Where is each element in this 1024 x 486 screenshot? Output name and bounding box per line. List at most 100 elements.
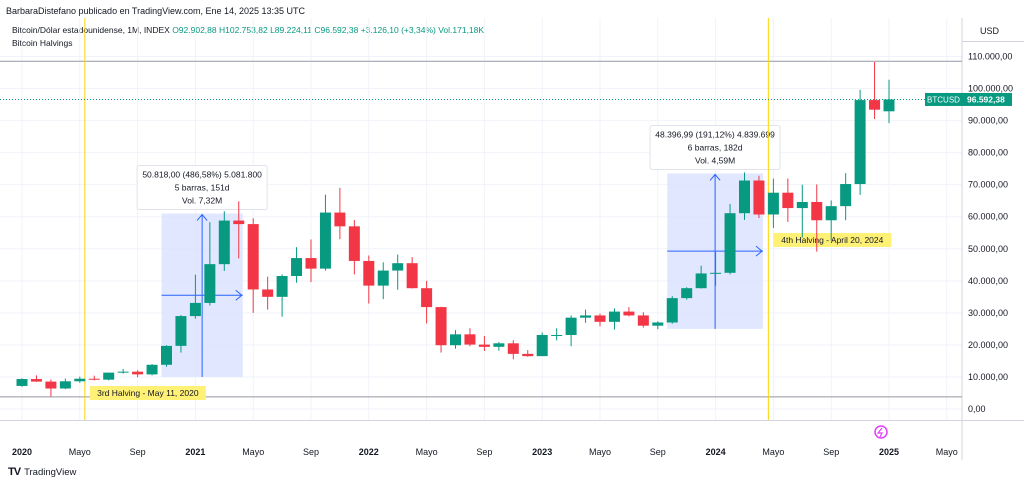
currency-label: USD — [980, 26, 1000, 36]
time-tick-label: Mayo — [936, 447, 958, 457]
halving-label-bg — [89, 386, 206, 400]
price-tag-value: 96.592,38 — [967, 94, 1005, 104]
candle-body — [45, 381, 57, 389]
price-tick-label: 110.000,00 — [968, 52, 1012, 62]
time-tick-label: Mayo — [69, 447, 91, 457]
measure-info-box — [136, 165, 268, 211]
candle-body — [854, 100, 866, 185]
candle-body — [637, 315, 649, 326]
measure-info-box — [649, 124, 781, 170]
ohlc-volume: Vol.171,18K — [438, 25, 485, 35]
candle-body — [753, 180, 765, 215]
candle-body — [319, 212, 331, 269]
candle-body — [811, 201, 823, 221]
price-tick-label: 40.000,00 — [968, 276, 1008, 286]
time-tick-label: Sep — [650, 447, 666, 457]
candle-body — [681, 288, 693, 299]
time-tick-label: Sep — [130, 447, 146, 457]
event-marker-icon — [874, 425, 888, 439]
measure-info-volume: Vol. 7,32M — [182, 196, 222, 206]
candle-body — [146, 364, 158, 375]
candle-body — [739, 180, 750, 214]
candle-body — [724, 213, 736, 273]
measure-info-bars: 6 barras, 182d — [688, 142, 743, 152]
price-tick-label: 30.000,00 — [968, 308, 1008, 318]
candle-body — [796, 201, 808, 209]
candle-body — [262, 289, 274, 297]
candle-body — [74, 378, 86, 382]
candle-body — [695, 273, 707, 289]
candle-body — [117, 371, 129, 373]
time-tick-label: Mayo — [589, 447, 611, 457]
measure-arrow-up-icon — [709, 173, 721, 181]
candle-body — [348, 226, 360, 261]
measure-info-change: 50.818,00 (486,58%) 5.081.800 — [142, 170, 262, 180]
time-tick-label: Sep — [476, 447, 492, 457]
price-tick-label: 90.000,00 — [968, 116, 1008, 126]
halving-label-bg — [773, 233, 892, 247]
candle-body — [536, 334, 548, 357]
candle-body — [59, 381, 71, 389]
candle-body — [204, 264, 216, 303]
candle-body — [218, 220, 230, 265]
symbol-legend[interactable]: Bitcoin/Dólar estadounidense, 1M, INDEX … — [12, 25, 484, 35]
candle-body — [16, 379, 28, 386]
candle-body — [767, 192, 779, 215]
time-tick-label: Mayo — [762, 447, 784, 457]
brand-name: TradingView — [24, 466, 77, 478]
measure-arrow-right-icon — [755, 245, 763, 257]
candle-body — [247, 224, 259, 290]
time-tick-label: 2022 — [359, 447, 379, 457]
candle-body — [522, 353, 534, 357]
indicator-legend[interactable]: Bitcoin Halvings — [12, 38, 73, 48]
time-tick-label: 2024 — [706, 447, 726, 457]
price-tick-label: 0,00 — [968, 404, 986, 414]
candle-body — [291, 258, 303, 277]
ohlc-low: L89.224,11 — [270, 25, 312, 35]
candle-body — [565, 317, 577, 335]
price-tick-label: 50.000,00 — [968, 244, 1008, 254]
candle-body — [551, 334, 563, 336]
candle-body — [666, 298, 678, 323]
time-tick-label: 2021 — [185, 447, 205, 457]
candle-body — [305, 258, 317, 269]
candle-body — [608, 311, 620, 322]
candle-body — [189, 302, 201, 317]
candle-body — [392, 263, 404, 271]
candle-body — [377, 270, 389, 286]
footer-brand[interactable]: TV TradingView — [8, 466, 76, 478]
candle-body — [103, 372, 115, 380]
candle-body — [580, 315, 592, 318]
halving-label: 4th Halving - April 20, 2024 — [781, 235, 883, 245]
time-tick-label: Mayo — [416, 447, 438, 457]
candle-body — [652, 322, 664, 326]
price-tick-label: 80.000,00 — [968, 148, 1008, 158]
candle-body — [825, 206, 837, 221]
candle-body — [132, 371, 144, 375]
time-tick-label: 2023 — [532, 447, 552, 457]
price-tag-symbol: BTCUSD — [927, 95, 960, 104]
time-tick-label: Mayo — [242, 447, 264, 457]
symbol-name[interactable]: Bitcoin/Dólar estadounidense, 1M, INDEX — [12, 25, 170, 35]
candle-body — [493, 343, 505, 347]
price-tag-value-bg — [962, 92, 1012, 106]
candle-body — [869, 100, 881, 110]
candle-body — [334, 212, 346, 227]
ohlc-change: +3.126,10 (+3,34%) — [360, 25, 436, 35]
price-tick-label: 70.000,00 — [968, 180, 1008, 190]
candle-body — [507, 343, 519, 354]
price-tick-label: 20.000,00 — [968, 340, 1008, 350]
candle-body — [435, 307, 447, 346]
ohlc-high: H102.753,82 — [219, 25, 268, 35]
ohlc-close: C96.592,38 — [314, 25, 359, 35]
candle-body — [406, 263, 418, 289]
candle-body — [88, 378, 100, 380]
price-tag-symbol-bg — [925, 92, 962, 106]
candle-body — [710, 272, 722, 274]
candle-body — [276, 276, 288, 297]
price-tick-label: 100.000,00 — [968, 84, 1013, 94]
candle-body — [883, 99, 895, 112]
candle-body — [840, 184, 852, 207]
halving-label: 3rd Halving - May 11, 2020 — [97, 388, 199, 398]
